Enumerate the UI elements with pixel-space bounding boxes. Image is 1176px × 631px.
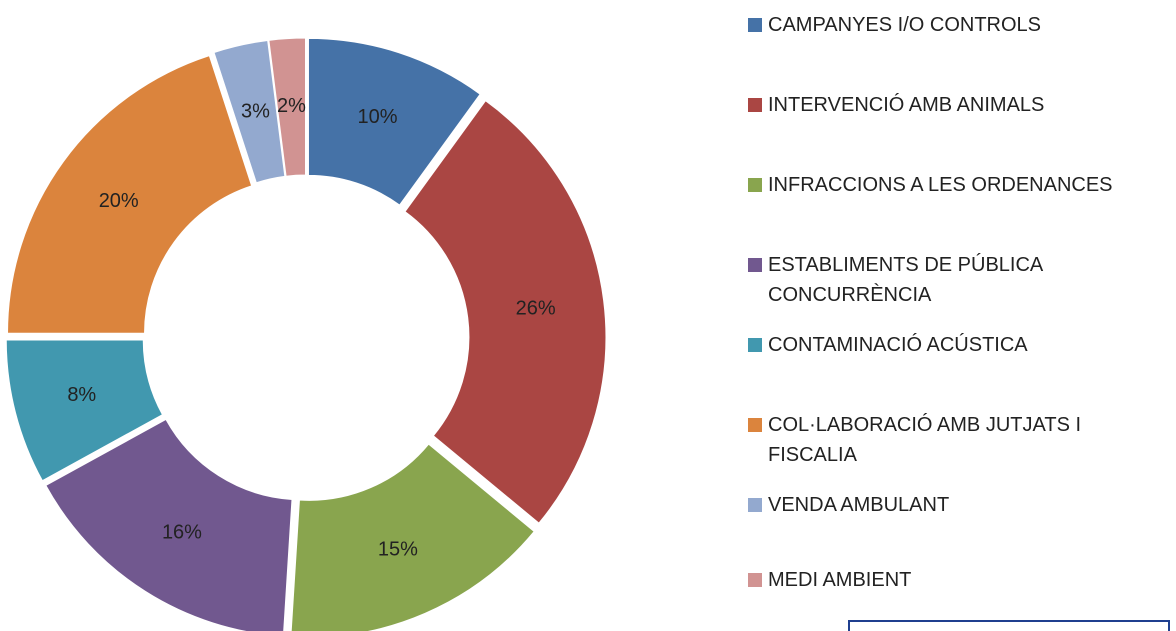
legend-swatch <box>748 418 762 432</box>
legend-label: CAMPANYES I/O CONTROLS <box>768 14 1042 36</box>
data-label: 3% <box>241 100 270 122</box>
slice <box>404 100 607 524</box>
data-label: 8% <box>67 384 96 406</box>
legend-swatch <box>748 573 762 587</box>
slice <box>307 37 481 206</box>
slice <box>213 39 286 184</box>
slice <box>45 418 293 631</box>
legend-item: INTERVENCIÓ AMB ANIMALS <box>748 90 1168 120</box>
legend-swatch <box>748 338 762 352</box>
legend-item: CONTAMINACIÓ ACÚSTICA <box>748 330 1168 360</box>
legend-item: ESTABLIMENTS DE PÚBLICA CONCURRÈNCIA <box>748 250 1168 310</box>
data-label: 20% <box>99 190 139 212</box>
legend-item: CAMPANYES I/O CONTROLS <box>748 10 1168 40</box>
legend-item: INFRACCIONS A LES ORDENANCES <box>748 170 1168 200</box>
slice <box>268 37 306 177</box>
frame <box>848 620 1170 631</box>
legend-label: CONTAMINACIÓ ACÚSTICA <box>768 334 1028 356</box>
legend-label: COL·LABORACIÓ AMB JUTJATS I FISCALIA <box>768 414 1082 466</box>
legend-label: VENDA AMBULANT <box>768 494 950 516</box>
slice <box>290 443 535 631</box>
legend-swatch <box>748 178 762 192</box>
legend-label: INTERVENCIÓ AMB ANIMALS <box>768 94 1045 116</box>
slice <box>5 339 164 482</box>
data-label: 15% <box>378 539 418 561</box>
slice <box>7 54 253 334</box>
legend-label: INFRACCIONS A LES ORDENANCES <box>768 174 1113 196</box>
legend-swatch <box>748 18 762 32</box>
data-label: 10% <box>358 106 398 128</box>
legend-swatch <box>748 98 762 112</box>
legend-swatch <box>748 258 762 272</box>
legend-item: MEDI AMBIENT <box>748 565 1168 595</box>
data-label: 2% <box>277 95 306 117</box>
legend-label: ESTABLIMENTS DE PÚBLICA CONCURRÈNCIA <box>768 254 1043 306</box>
data-label: 26% <box>516 297 556 319</box>
data-label: 16% <box>162 522 202 544</box>
legend-item: VENDA AMBULANT <box>748 490 1168 520</box>
legend-swatch <box>748 498 762 512</box>
chart: 10% 26% 15% 16% 8% 20% 3% 2% <box>5 37 607 631</box>
legend-label: MEDI AMBIENT <box>768 569 912 591</box>
legend-item: COL·LABORACIÓ AMB JUTJATS I FISCALIA <box>748 410 1168 470</box>
